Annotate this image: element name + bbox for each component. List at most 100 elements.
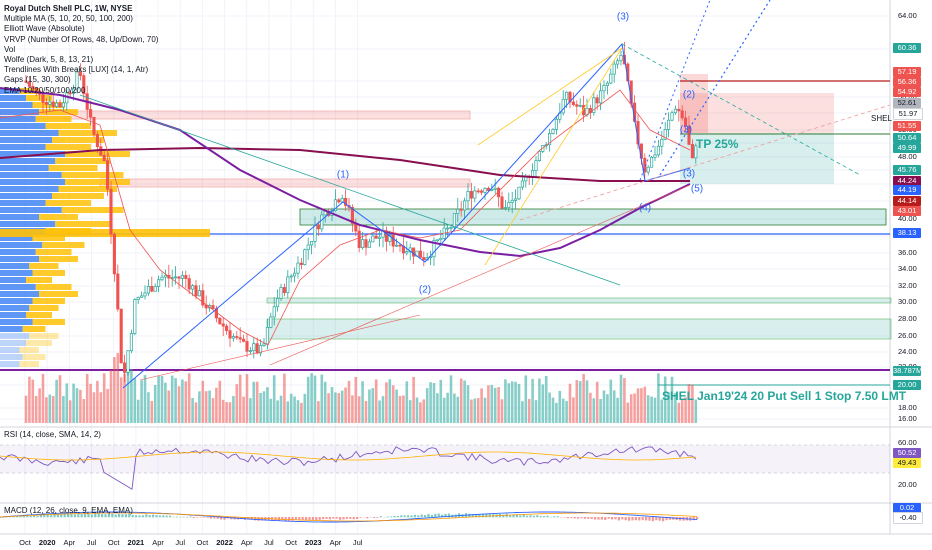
candle-body (184, 275, 188, 279)
macd-histogram-bar (366, 517, 369, 519)
wave-label-sub3b: (3) (679, 124, 693, 136)
profile-row (0, 291, 39, 297)
macd-histogram-bar (135, 515, 138, 518)
candle-body (296, 262, 300, 274)
macd-histogram-bar (410, 515, 413, 518)
profile-row (55, 221, 111, 227)
macd-histogram-bar (634, 517, 637, 521)
macd-histogram-bar (26, 515, 29, 518)
profile-row (26, 340, 52, 346)
volume-bar (55, 379, 58, 423)
rsi-title[interactable]: RSI (14, close, SMA, 14, 2) (4, 430, 101, 439)
macd-histogram-bar (604, 517, 607, 520)
volume-bar (143, 375, 147, 423)
volume-bar (364, 400, 368, 423)
volume-bar (589, 392, 592, 423)
indicator-ema[interactable]: EMA 10/20/50/100/200 (4, 85, 86, 95)
macd-histogram-bar (536, 515, 539, 518)
volume-bar (633, 393, 636, 423)
macd-histogram-bar (247, 517, 250, 520)
profile-row (0, 200, 46, 206)
macd-histogram-bar (165, 515, 168, 518)
macd-histogram-bar (311, 517, 314, 521)
elliott-wave-line (122, 42, 691, 389)
macd-histogram-bar (254, 517, 257, 521)
candle-body (446, 227, 450, 230)
volume-bars (24, 353, 698, 423)
volume-bar (116, 353, 120, 423)
volume-bar (184, 381, 188, 423)
profile-row (65, 151, 130, 157)
price-tick: 26.00 (898, 331, 917, 340)
volume-bar (259, 392, 262, 423)
macd-histogram-bar (189, 516, 192, 518)
candle-body (55, 102, 59, 107)
wave-label-2: (2) (418, 284, 432, 296)
macd-histogram-bar (87, 513, 90, 518)
profile-row (35, 249, 72, 255)
candle-body (126, 350, 130, 373)
candle-body (350, 207, 354, 224)
volume-bar (65, 383, 69, 423)
candle-body (68, 92, 72, 95)
macd-histogram-bar (335, 517, 338, 519)
volume-bar (310, 373, 313, 423)
time-tick: 2020 (38, 538, 56, 547)
macd-histogram-bar (223, 517, 226, 520)
volume-bar (330, 387, 334, 423)
time-tick: Jul (264, 538, 274, 547)
profile-row (26, 312, 52, 318)
volume-bar (208, 390, 211, 423)
macd-histogram-bar (94, 513, 97, 518)
indicator-elliott[interactable]: Elliott Wave (Absolute) (4, 24, 85, 34)
macd-histogram-bar (104, 514, 107, 518)
candle-body (174, 276, 178, 279)
macd-title[interactable]: MACD (12, 26, close, 9, EMA, EMA) (4, 506, 133, 515)
macd-histogram-bar (434, 513, 437, 518)
volume-bar (463, 380, 466, 423)
volume-bar (459, 378, 463, 423)
candle-body (136, 296, 140, 300)
profile-row (0, 277, 26, 283)
macd-histogram-bar (305, 517, 308, 521)
volume-bar (126, 363, 130, 423)
volume-bar (487, 385, 490, 423)
indicator-vrvp[interactable]: VRVP (Number Of Rows, 48, Up/Down, 70) (4, 34, 159, 44)
macd-histogram-bar (107, 513, 110, 518)
indicator-trendlines[interactable]: Trendlines With Breaks [LUX] (14, 1, Atr… (4, 65, 149, 75)
indicator-wolfe[interactable]: Wolfe (Dark, 5, 8, 13, 21) (4, 55, 94, 65)
volume-bar (687, 384, 691, 423)
candle-body (303, 249, 307, 265)
macd-histogram-bar (509, 515, 512, 518)
indicator-vol[interactable]: Vol (4, 44, 16, 54)
volume-bar (215, 387, 218, 423)
volume-bar (538, 378, 541, 423)
price-tick: 18.00 (898, 403, 917, 412)
macd-histogram-bar (475, 514, 478, 518)
candle-body (561, 98, 565, 114)
indicator-gaps[interactable]: Gaps (15, 30, 300) (4, 75, 71, 85)
volume-bar (483, 397, 487, 423)
trade-label: SHEL Jan19'24 20 Put Sell 1 Stop 7.50 LM… (662, 389, 907, 403)
macd-histogram-bar (294, 517, 297, 520)
candle-body (405, 251, 409, 254)
volume-bar (361, 381, 364, 423)
volume-bar (68, 400, 72, 423)
candle-body (602, 85, 606, 92)
volume-bar (480, 388, 483, 423)
volume-bar (385, 382, 388, 423)
candle-body (534, 160, 538, 171)
volume-bar (147, 392, 150, 423)
candle-body (548, 133, 552, 146)
indicator-ma[interactable]: Multiple MA (5, 10, 20, 50, 100, 200) (4, 14, 133, 24)
volume-bar (677, 402, 681, 423)
volume-bar (62, 395, 65, 423)
volume-bar (266, 387, 269, 423)
macd-histogram-bar (481, 513, 484, 518)
candle-body (24, 80, 28, 83)
profile-row (61, 207, 124, 213)
profile-row (0, 312, 26, 318)
candle-body (123, 362, 127, 373)
profile-row (0, 242, 43, 248)
